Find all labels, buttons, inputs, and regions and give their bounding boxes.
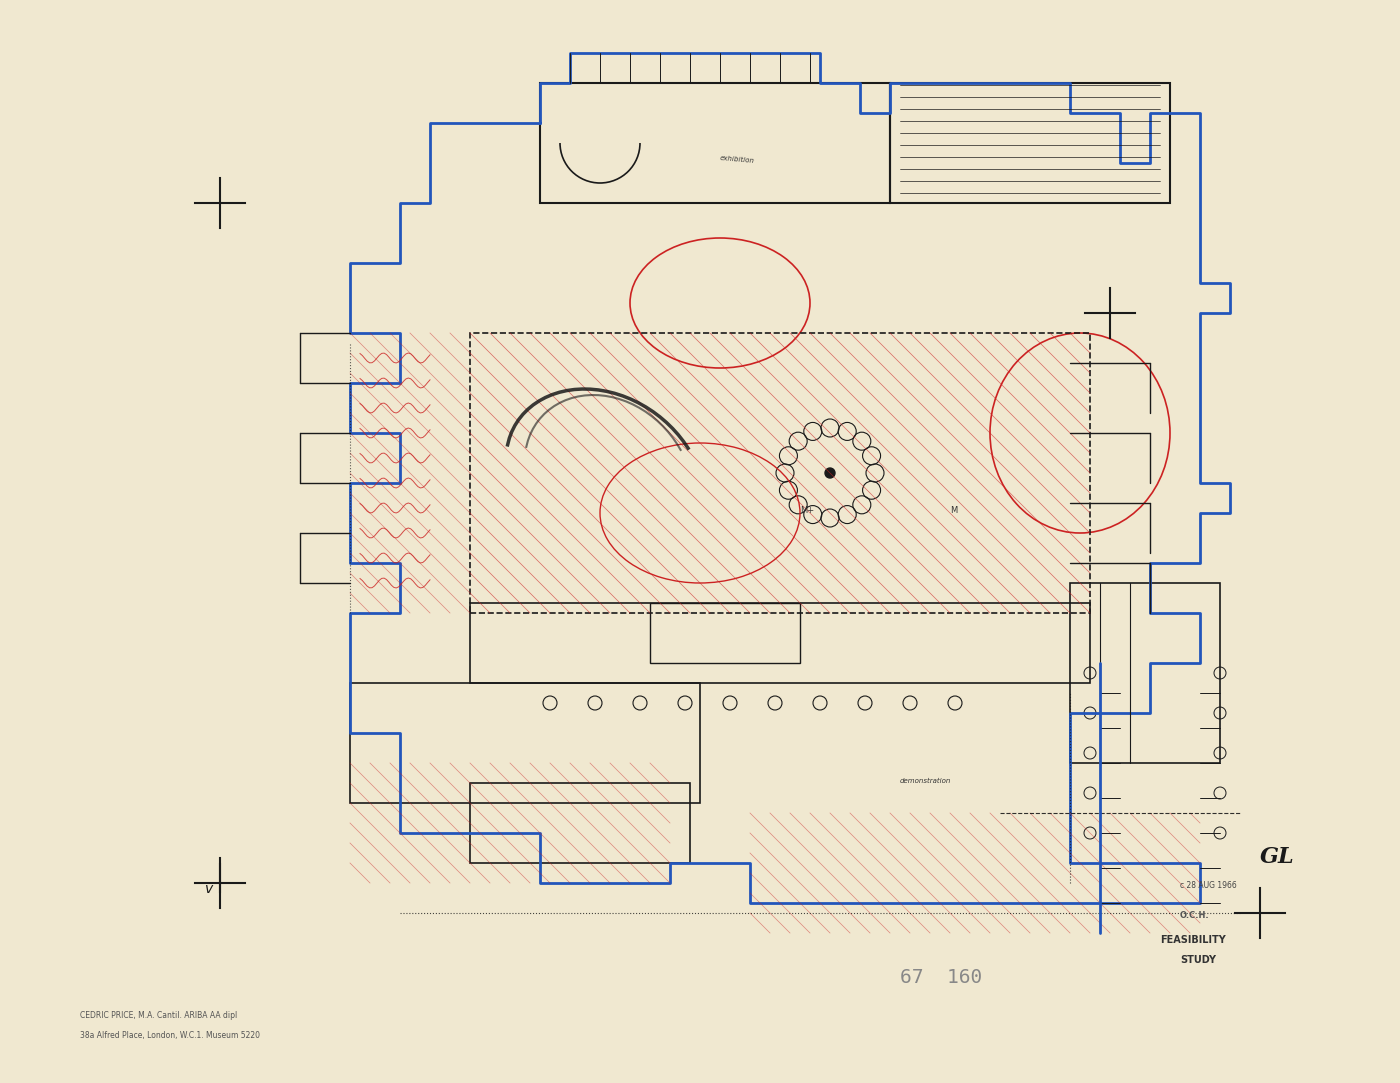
Bar bbox=[470, 603, 1091, 683]
Bar bbox=[350, 683, 700, 803]
Text: 67  160: 67 160 bbox=[900, 968, 983, 987]
Text: O.C.H.: O.C.H. bbox=[1180, 911, 1210, 919]
Text: STUDY: STUDY bbox=[1180, 955, 1217, 965]
Text: c 28 AUG 1966: c 28 AUG 1966 bbox=[1180, 880, 1236, 890]
Text: 38a Alfred Place, London, W.C.1. Museum 5220: 38a Alfred Place, London, W.C.1. Museum … bbox=[80, 1031, 260, 1040]
Bar bbox=[890, 83, 1170, 203]
Circle shape bbox=[825, 468, 834, 478]
Text: demonstration: demonstration bbox=[900, 778, 952, 784]
Text: FEASIBILITY: FEASIBILITY bbox=[1161, 935, 1226, 945]
Bar bbox=[540, 83, 890, 203]
Bar bbox=[650, 603, 799, 663]
Text: v: v bbox=[204, 882, 213, 896]
Text: GL: GL bbox=[1260, 846, 1295, 867]
Bar bbox=[470, 332, 1091, 613]
Text: CEDRIC PRICE, M.A. Cantil. ARIBA AA dipl: CEDRIC PRICE, M.A. Cantil. ARIBA AA dipl bbox=[80, 1012, 237, 1020]
Bar bbox=[470, 783, 690, 863]
Text: M: M bbox=[951, 506, 958, 516]
Bar bbox=[1070, 583, 1219, 764]
Text: exhibition: exhibition bbox=[720, 155, 755, 164]
Text: M+: M+ bbox=[799, 506, 815, 516]
